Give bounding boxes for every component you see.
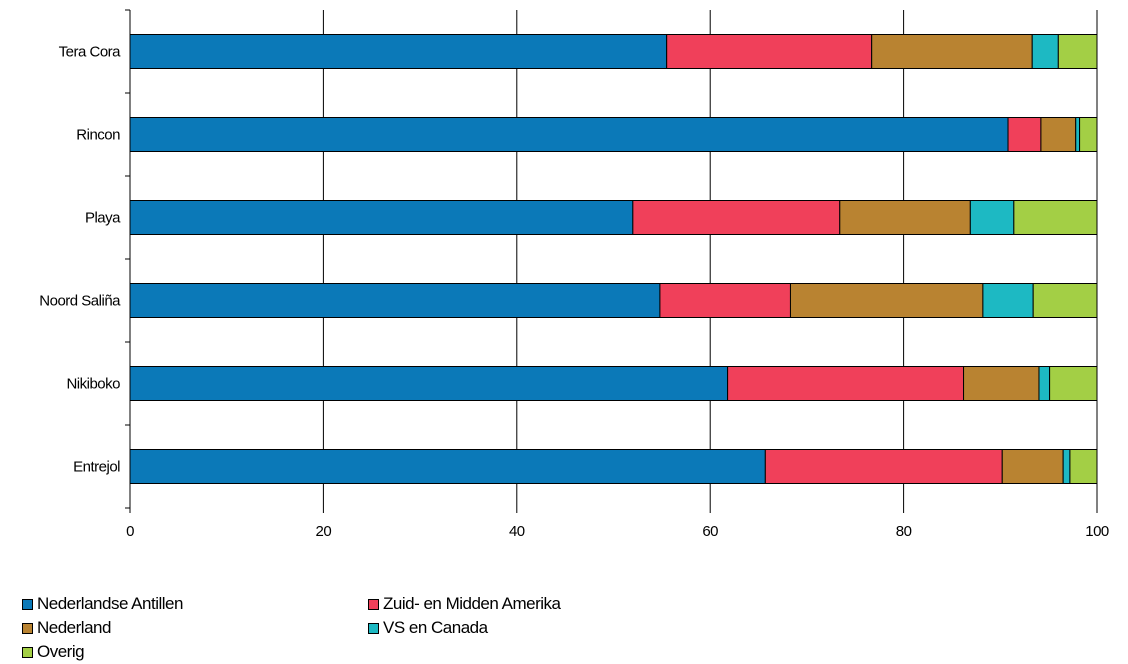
bar-segment <box>1040 117 1077 152</box>
legend-label: Zuid- en Midden Amerika <box>383 594 561 613</box>
bar-segment <box>666 34 873 69</box>
bar-segment <box>1049 366 1098 401</box>
bar-segment <box>1057 34 1098 69</box>
bar-segment <box>789 283 984 318</box>
x-tick-label: 0 <box>126 523 134 540</box>
legend-swatch <box>22 598 33 610</box>
legend: Nederlandse Antillen Zuid- en Midden Amer… <box>22 592 722 664</box>
bar-segment <box>1075 117 1081 152</box>
axes <box>125 9 1098 513</box>
bar-segment <box>1032 283 1098 318</box>
bar-segment <box>1007 117 1042 152</box>
legend-item: Overig <box>22 642 368 662</box>
bar-segment <box>963 366 1040 401</box>
category-label: Nikiboko <box>66 376 120 393</box>
category-label: Noord Saliña <box>39 293 121 310</box>
category-label: Entrejol <box>73 459 120 476</box>
category-label: Tera Cora <box>59 44 122 61</box>
category-labels: Tera Cora Rincon Playa Noord Saliña Nikiboko… <box>39 44 121 476</box>
x-tick-label: 20 <box>316 523 332 540</box>
stacked-bar-chart: Tera Cora Rincon Playa Noord Saliña Nikiboko… <box>39 9 1109 540</box>
legend-label: Overig <box>37 642 85 661</box>
bar-segment <box>129 366 729 401</box>
legend-label: VS en Canada <box>383 618 488 637</box>
x-tick-label: 100 <box>1085 523 1109 540</box>
bar-segment <box>982 283 1034 318</box>
bar-segment <box>129 200 634 235</box>
legend-item: Nederland <box>22 618 368 638</box>
legend-swatch <box>22 646 33 658</box>
legend-row: Nederland VS en Canada <box>22 616 722 640</box>
bar-segment <box>659 283 791 318</box>
bar-segment <box>1062 449 1071 484</box>
bar-segment <box>1001 449 1064 484</box>
legend-item: VS en Canada <box>368 618 714 638</box>
bar-segment <box>129 34 668 69</box>
x-tick-label: 40 <box>509 523 525 540</box>
legend-item: Zuid- en Midden Amerika <box>368 594 714 614</box>
bar-segment <box>727 366 965 401</box>
category-label: Playa <box>85 210 121 227</box>
legend-item: Nederlandse Antillen <box>22 594 368 614</box>
legend-swatch <box>368 622 379 634</box>
x-tick-label: 80 <box>896 523 912 540</box>
bar-segment <box>969 200 1015 235</box>
bar-segment <box>1013 200 1098 235</box>
bar-segment <box>129 283 661 318</box>
legend-label: Nederlandse Antillen <box>37 594 183 613</box>
legend-swatch <box>368 598 379 610</box>
category-label: Rincon <box>76 127 120 144</box>
bar-segment <box>129 117 1009 152</box>
legend-row: Overig <box>22 640 722 664</box>
bars <box>129 34 1098 484</box>
bar-segment <box>1031 34 1059 69</box>
bar-segment <box>1069 449 1098 484</box>
bar-segment <box>1038 366 1051 401</box>
bar-segment <box>764 449 1003 484</box>
bar-segment <box>839 200 971 235</box>
bar-segment <box>871 34 1033 69</box>
bar-segment <box>632 200 841 235</box>
bar-segment <box>1079 117 1098 152</box>
x-tick-labels: 0 20 40 60 80 100 <box>126 523 1109 540</box>
legend-label: Nederland <box>37 618 111 637</box>
bar-segment <box>129 449 766 484</box>
x-tick-label: 60 <box>702 523 718 540</box>
legend-swatch <box>22 622 33 634</box>
gridlines <box>322 10 1098 508</box>
legend-row: Nederlandse Antillen Zuid- en Midden Amer… <box>22 592 722 616</box>
